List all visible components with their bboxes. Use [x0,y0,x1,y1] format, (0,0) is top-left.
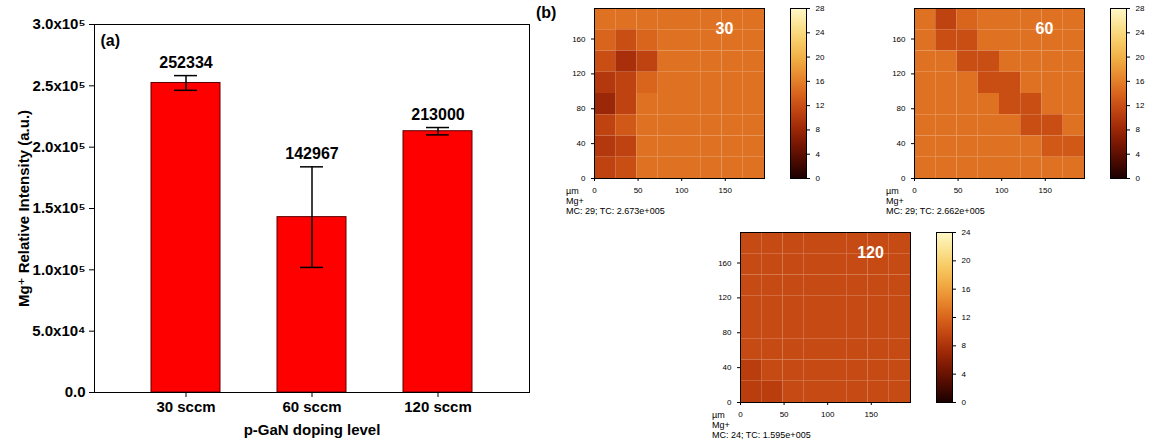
html-text:µm: µm [712,410,725,420]
svg-text:142967: 142967 [285,145,338,162]
svg-text:0: 0 [592,186,597,195]
svg-text:120: 120 [857,244,884,261]
svg-text:0: 0 [727,398,732,407]
svg-text:24: 24 [816,28,825,37]
html-text:(b): (b) [536,4,557,21]
svg-text:120: 120 [572,69,586,78]
svg-text:252334: 252334 [159,54,212,71]
svg-text:80: 80 [897,104,906,113]
svg-text:12: 12 [816,101,825,110]
svg-text:16: 16 [1136,77,1145,86]
svg-text:1.5x10⁵: 1.5x10⁵ [33,199,86,216]
svg-text:60: 60 [1036,20,1054,37]
svg-text:4: 4 [1136,150,1141,159]
svg-text:0: 0 [1136,174,1141,183]
svg-text:160: 160 [718,259,732,268]
svg-text:40: 40 [897,139,906,148]
svg-text:160: 160 [892,35,906,44]
svg-text:120: 120 [718,293,732,302]
svg-text:100: 100 [821,410,835,419]
svg-text:160: 160 [572,35,586,44]
svg-text:2.5x10⁵: 2.5x10⁵ [33,77,86,94]
svg-text:20: 20 [1136,53,1145,62]
svg-text:5.0x10⁴: 5.0x10⁴ [32,322,85,339]
svg-text:30: 30 [716,20,734,37]
html-text:MC: 24; TC: 1.595e+005: MC: 24; TC: 1.595e+005 [712,430,811,440]
svg-text:Mg⁺ Relative Intensity (a.u.): Mg⁺ Relative Intensity (a.u.) [15,110,32,307]
svg-text:50: 50 [954,186,963,195]
html-text:Mg+: Mg+ [566,196,584,206]
svg-text:16: 16 [962,285,971,294]
svg-text:60 sccm: 60 sccm [282,398,341,415]
svg-text:8: 8 [962,341,967,350]
svg-text:4: 4 [962,370,967,379]
svg-text:0: 0 [816,174,821,183]
svg-text:3.0x10⁵: 3.0x10⁵ [33,15,86,32]
svg-text:150: 150 [719,186,733,195]
svg-text:120: 120 [892,69,906,78]
svg-text:24: 24 [1136,28,1145,37]
svg-text:100: 100 [675,186,689,195]
html-text:Mg+: Mg+ [886,196,904,206]
svg-text:150: 150 [1039,186,1053,195]
svg-text:0: 0 [962,398,967,407]
svg-text:0.0: 0.0 [65,383,86,400]
svg-text:8: 8 [1136,125,1141,134]
svg-text:2.0x10⁵: 2.0x10⁵ [33,138,86,155]
html-text:Mg+: Mg+ [712,420,730,430]
svg-text:0: 0 [901,174,906,183]
svg-text:20: 20 [816,53,825,62]
svg-text:150: 150 [865,410,879,419]
svg-text:40: 40 [723,363,732,372]
svg-text:213000: 213000 [411,106,464,123]
svg-text:12: 12 [1136,101,1145,110]
svg-text:100: 100 [995,186,1009,195]
html-text:MC: 29; TC: 2.662e+005: MC: 29; TC: 2.662e+005 [886,206,985,216]
svg-text:40: 40 [577,139,586,148]
svg-text:24: 24 [962,228,971,237]
svg-text:28: 28 [1136,4,1145,13]
svg-text:12: 12 [962,313,971,322]
svg-text:0: 0 [581,174,586,183]
html-text:µm: µm [886,186,899,196]
svg-text:4: 4 [816,150,821,159]
svg-text:50: 50 [634,186,643,195]
svg-text:0: 0 [912,186,917,195]
svg-text:30 sccm: 30 sccm [156,398,215,415]
html-text:µm: µm [566,186,579,196]
svg-text:80: 80 [577,104,586,113]
svg-text:(a): (a) [101,32,121,49]
svg-text:8: 8 [816,125,821,134]
svg-text:80: 80 [723,328,732,337]
svg-text:16: 16 [816,77,825,86]
svg-text:50: 50 [780,410,789,419]
svg-text:1.0x10⁵: 1.0x10⁵ [33,261,86,278]
svg-text:28: 28 [816,4,825,13]
svg-text:120 sccm: 120 sccm [404,398,472,415]
html-text:MC: 29; TC: 2.673e+005: MC: 29; TC: 2.673e+005 [566,206,665,216]
svg-text:0: 0 [738,410,743,419]
svg-text:p-GaN doping level: p-GaN doping level [244,421,381,438]
svg-text:20: 20 [962,256,971,265]
